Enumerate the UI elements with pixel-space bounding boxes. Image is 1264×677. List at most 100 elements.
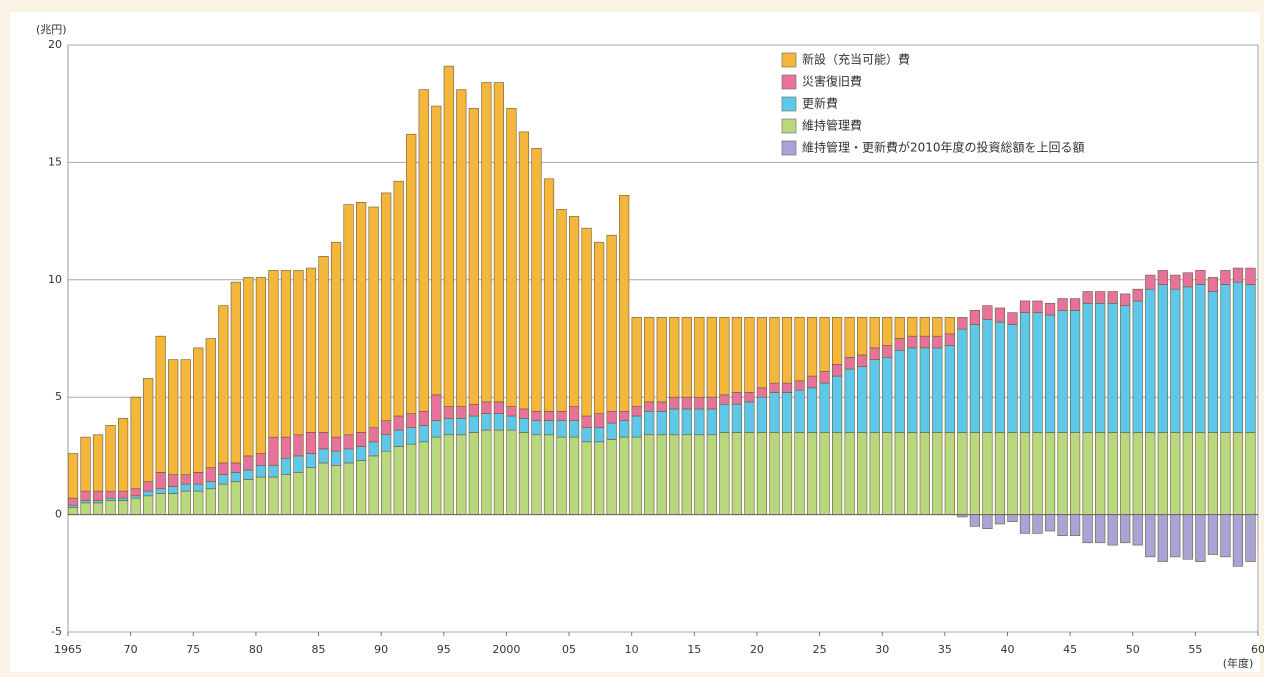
bar-segment <box>1082 514 1093 544</box>
bar-segment <box>293 434 304 457</box>
bar-segment <box>719 394 730 405</box>
bar-segment <box>644 410 655 436</box>
bar-segment <box>230 462 241 473</box>
bar-segment <box>543 434 555 515</box>
bar-segment <box>105 490 116 499</box>
bar-segment <box>919 335 930 349</box>
y-tick-label: 20 <box>48 38 62 51</box>
bar-segment <box>894 432 905 515</box>
bar-segment <box>1019 432 1031 515</box>
y-axis-label: (兆円) <box>36 23 67 36</box>
x-tick-label: 85 <box>312 643 326 656</box>
bar-segment <box>318 462 329 515</box>
bar-segment <box>832 364 843 377</box>
bar-segment <box>556 420 567 438</box>
bar-segment <box>143 378 154 483</box>
bar-segment <box>531 148 542 412</box>
bar-segment <box>468 432 479 515</box>
bar-segment <box>506 429 517 515</box>
bar-segment <box>531 410 542 421</box>
bar-segment <box>443 406 454 419</box>
bar-segment <box>656 401 667 412</box>
bar-segment <box>1007 514 1018 522</box>
bar-segment <box>155 488 166 494</box>
bar-segment <box>443 418 454 436</box>
bar-segment <box>230 472 241 483</box>
bar-segment <box>631 317 642 407</box>
bar-segment <box>581 441 592 515</box>
bar-segment <box>631 436 642 515</box>
bar-segment <box>193 490 204 515</box>
bar-segment <box>794 432 805 515</box>
legend-label: 維持管理費 <box>802 118 862 133</box>
bar-segment <box>844 368 855 433</box>
bar-segment <box>1145 432 1156 515</box>
x-tick-label: 45 <box>1063 643 1077 656</box>
bar-segment <box>1082 291 1093 304</box>
bar-segment <box>1207 291 1218 433</box>
legend-label: 災害復旧費 <box>802 74 862 89</box>
bar-segment <box>230 281 241 464</box>
bar-segment <box>556 436 567 515</box>
bar-segment <box>681 434 692 515</box>
bar-segment <box>1132 514 1143 546</box>
bar-segment <box>155 493 166 515</box>
bar-segment <box>994 307 1006 323</box>
bar-segment <box>594 427 605 443</box>
bar-segment <box>1170 514 1181 558</box>
bar-segment <box>506 108 517 407</box>
bar-segment <box>907 347 918 433</box>
bar-segment <box>794 389 805 433</box>
bar-segment <box>1019 300 1031 313</box>
bar-segment <box>706 396 717 410</box>
bar-segment <box>1145 514 1156 558</box>
bar-segment <box>1057 310 1068 433</box>
bar-segment <box>744 317 755 393</box>
bar-segment <box>1007 324 1018 433</box>
bar-segment <box>907 317 918 337</box>
bar-segment <box>606 422 617 440</box>
bar-segment <box>481 401 492 414</box>
bar-segment <box>255 464 266 478</box>
bar-segment <box>832 317 843 365</box>
bar-segment <box>1095 291 1106 304</box>
bar-segment <box>305 453 317 468</box>
bar-segment <box>706 317 717 398</box>
bar-segment <box>105 497 116 501</box>
bar-segment <box>205 488 216 515</box>
bar-segment <box>781 392 793 433</box>
bar-segment <box>1207 277 1218 292</box>
bar-segment <box>130 488 141 497</box>
bar-segment <box>1120 514 1131 544</box>
bar-segment <box>994 432 1006 515</box>
bar-segment <box>681 408 692 436</box>
bar-segment <box>255 453 266 466</box>
bar-segment <box>243 469 254 480</box>
bar-segment <box>932 335 943 349</box>
bar-segment <box>130 495 141 499</box>
bar-segment <box>806 375 818 389</box>
bar-segment <box>1032 514 1043 534</box>
bar-segment <box>606 234 617 412</box>
legend-swatch <box>781 96 797 112</box>
bar-segment <box>418 441 429 515</box>
bar-segment <box>556 410 567 421</box>
bar-segment <box>268 476 279 515</box>
bar-segment <box>180 490 191 515</box>
bar-segment <box>669 408 680 436</box>
bar-segment <box>656 317 667 403</box>
bar-segment <box>994 321 1006 433</box>
bar-segment <box>1132 288 1143 302</box>
bar-segment <box>180 483 191 492</box>
bar-segment <box>92 500 104 504</box>
bar-segment <box>844 356 855 370</box>
bar-segment <box>318 432 329 450</box>
bar-segment <box>1070 432 1081 515</box>
bar-segment <box>1044 314 1056 433</box>
bar-segment <box>218 462 229 475</box>
bar-segment <box>1082 302 1093 433</box>
bar-segment <box>969 514 980 527</box>
x-tick-label: 1965 <box>54 643 82 656</box>
bar-segment <box>393 446 404 515</box>
bar-segment <box>368 441 379 457</box>
